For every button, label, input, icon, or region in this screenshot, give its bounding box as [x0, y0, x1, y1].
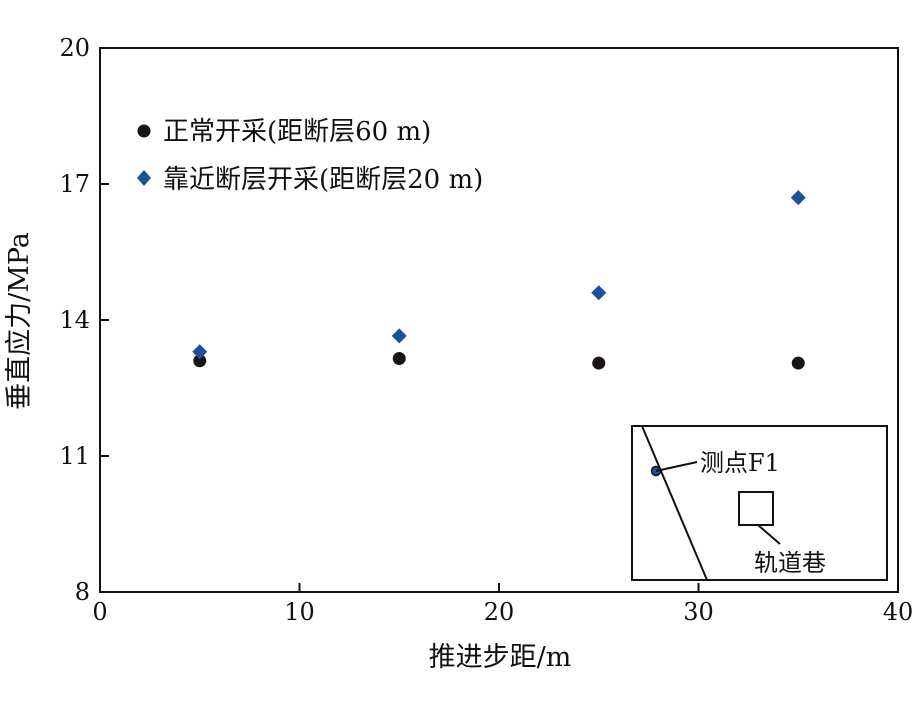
- series-1-point-0: [193, 354, 207, 368]
- series-1-point-3: [791, 356, 805, 370]
- data-marks: [192, 190, 806, 370]
- roadway-label: 轨道巷: [754, 549, 826, 577]
- roadway-box: [738, 491, 774, 526]
- x-axis-title: 推进步距/m: [429, 642, 572, 673]
- series-1-point-1: [392, 352, 406, 366]
- series-1-point-2: [592, 356, 606, 370]
- x-tick-label-1: 10: [284, 598, 315, 626]
- y-tick-label-2: 14: [59, 306, 90, 334]
- y-tick-label-3: 17: [59, 170, 90, 198]
- y-tick-label-1: 11: [59, 442, 90, 470]
- x-tick-label-3: 30: [683, 598, 714, 626]
- legend-marker-series-2: [137, 170, 151, 186]
- series-2-point-0: [192, 344, 208, 360]
- y-tick-label-4: 20: [59, 34, 90, 62]
- inset-diagram: 测点F1 轨道巷: [631, 425, 888, 581]
- legend-label-series-2: 靠近断层开采(距断层20 m): [163, 165, 483, 195]
- y-tick-label-0: 8: [75, 578, 90, 606]
- measuring-point-leader: [655, 461, 698, 472]
- legend-label-series-1: 正常开采(距断层60 m): [163, 117, 431, 147]
- x-tick-label-4: 40: [883, 598, 914, 626]
- legend: 正常开采(距断层60 m) 靠近断层开采(距断层20 m): [137, 117, 483, 195]
- x-tick-label-0: 0: [92, 598, 107, 626]
- fault-line: [641, 425, 708, 581]
- series-2-point-1: [391, 328, 407, 344]
- roadway-leader: [757, 524, 781, 545]
- measuring-point-label: 测点F1: [700, 449, 780, 477]
- series-2-point-2: [591, 285, 607, 301]
- legend-marker-series-1: [137, 124, 151, 138]
- ticks: 0 10 20 30 40 8 11 14 17 20: [59, 34, 913, 626]
- series-2-point-3: [790, 190, 806, 206]
- y-axis-title: 垂直应力/MPa: [4, 232, 35, 410]
- x-tick-label-2: 20: [484, 598, 515, 626]
